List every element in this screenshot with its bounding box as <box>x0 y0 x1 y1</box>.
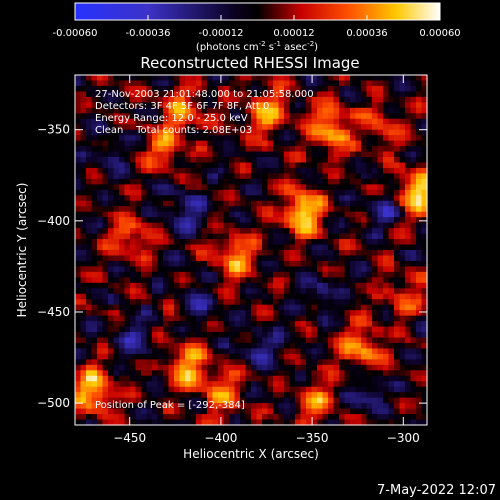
x-tick-label: −350 <box>296 431 329 445</box>
annotation-time-range: 27-Nov-2003 21:01:48.000 to 21:05:58.000 <box>95 89 314 100</box>
colorbar-tick-label: 0.00012 <box>273 28 314 39</box>
plot-frame <box>74 74 428 426</box>
x-tick-label: −450 <box>113 431 146 445</box>
y-axis-label: Heliocentric Y (arcsec) <box>15 183 29 318</box>
colorbar-tick-label: -0.00060 <box>53 28 98 39</box>
x-tick-label: −300 <box>387 431 420 445</box>
y-tick-label: −500 <box>37 396 70 410</box>
y-tick-label: −350 <box>37 123 70 137</box>
colorbar-tick-label: -0.00036 <box>126 28 171 39</box>
annotation-energy-range: Energy Range: 12.0 - 25.0 keV <box>95 113 248 124</box>
annotation-clean-counts: Clean Total counts: 2.08E+03 <box>95 125 252 136</box>
x-axis-label: Heliocentric X (arcsec) <box>183 447 319 461</box>
colorbar-tick-label: 0.00036 <box>346 28 387 39</box>
colorbar-gradient <box>75 3 440 20</box>
heatmap-image <box>75 75 428 426</box>
annotation-block: 27-Nov-2003 21:01:48.000 to 21:05:58.000… <box>95 89 314 136</box>
chart-title: Reconstructed RHESSI Image <box>140 54 359 72</box>
x-tick-label: −400 <box>204 431 237 445</box>
peak-position-label: Position of Peak = [-292,-384] <box>95 400 245 411</box>
axis-ticks <box>75 75 427 425</box>
colorbar-tick-label: 0.00060 <box>419 28 460 39</box>
y-tick-label: −450 <box>37 305 70 319</box>
colorbar-tick-label: -0.00012 <box>199 28 244 39</box>
footer-timestamp: 7-May-2022 12:07 <box>377 483 496 498</box>
y-tick-label: −400 <box>37 214 70 228</box>
annotation-detectors: Detectors: 3F 4F 5F 6F 7F 8F, Att 0 <box>95 101 269 112</box>
colorbar-units: (photons cm-2 s-1 asec-2) <box>196 40 318 53</box>
colorbar: -0.00060 -0.00036 -0.00012 0.00012 0.00036 0.… <box>53 2 461 53</box>
